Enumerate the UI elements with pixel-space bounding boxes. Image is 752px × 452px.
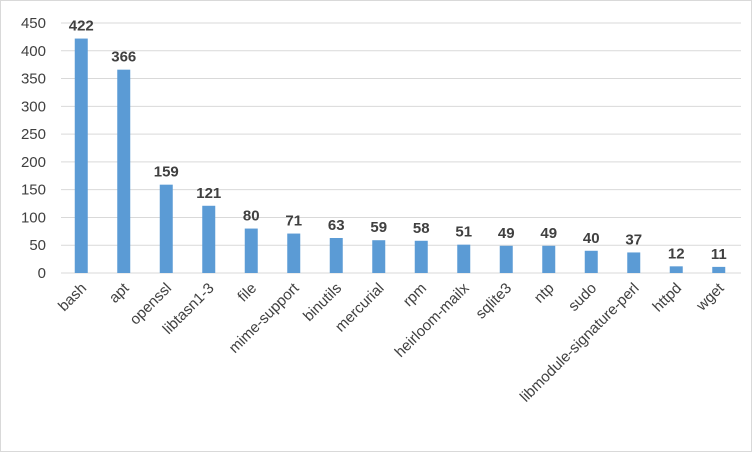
data-label-heirloom-mailx: 51 xyxy=(455,224,472,241)
data-label-wget: 11 xyxy=(711,246,727,263)
data-label-libtasn1-3: 121 xyxy=(196,185,221,202)
x-tick-label-httpd: httpd xyxy=(649,280,685,316)
bar-libtasn1-3 xyxy=(202,205,216,273)
x-tick-label-rpm: rpm xyxy=(400,280,430,310)
data-label-sudo: 40 xyxy=(583,230,600,247)
x-tick-label-heirloom-mailx: heirloom-mailx xyxy=(392,279,473,360)
bar-mime-support xyxy=(287,233,301,273)
bar-apt xyxy=(117,69,131,274)
data-label-openssl: 159 xyxy=(154,164,179,181)
data-label-bash: 422 xyxy=(69,18,94,35)
data-label-sqlite3: 49 xyxy=(498,225,515,242)
x-tick-label-sudo: sudo xyxy=(565,280,600,315)
y-tick-label: 150 xyxy=(21,182,46,199)
bar-file xyxy=(244,228,258,273)
y-tick-label: 100 xyxy=(21,209,46,226)
bar-rpm xyxy=(414,240,428,273)
bar-heirloom-mailx xyxy=(457,244,471,273)
bar-openssl xyxy=(159,184,173,273)
bar-wget xyxy=(712,266,726,273)
y-tick-label: 450 xyxy=(21,15,46,32)
y-tick-label: 300 xyxy=(21,98,46,115)
bar-sqlite3 xyxy=(499,245,513,273)
bar-httpd xyxy=(669,266,683,273)
x-tick-label-file: file xyxy=(234,280,260,306)
x-tick-label-bash: bash xyxy=(55,280,90,315)
data-label-mercurial: 59 xyxy=(370,219,387,236)
y-tick-label: 50 xyxy=(29,237,46,254)
x-tick-label-apt: apt xyxy=(106,279,133,306)
bar-sudo xyxy=(584,250,598,273)
data-label-ntp: 49 xyxy=(540,225,557,242)
bar-mercurial xyxy=(372,240,386,273)
x-tick-label-sqlite3: sqlite3 xyxy=(472,280,515,323)
data-label-binutils: 63 xyxy=(328,217,345,234)
data-label-httpd: 12 xyxy=(668,245,685,262)
y-tick-label: 250 xyxy=(21,126,46,143)
bar-libmodule-signature-perl xyxy=(627,252,641,273)
data-label-rpm: 58 xyxy=(413,220,430,237)
x-tick-label-wget: wget xyxy=(692,279,728,315)
data-labels: 422 366 159 121 80 71 63 59 58 51 49 49 40 37 12 11 xyxy=(69,18,727,263)
data-label-file: 80 xyxy=(243,208,260,225)
data-label-apt: 366 xyxy=(111,49,136,66)
bar-bash xyxy=(74,38,88,273)
y-tick-label: 350 xyxy=(21,71,46,88)
y-tick-label: 400 xyxy=(21,43,46,60)
data-label-mime-support: 71 xyxy=(285,213,302,230)
y-tick-label: 200 xyxy=(21,154,46,171)
bar-binutils xyxy=(329,238,343,273)
x-tick-label-ntp: ntp xyxy=(531,280,558,307)
y-tick-label: 0 xyxy=(38,265,46,282)
data-label-libmodule-signature-perl: 37 xyxy=(625,231,642,248)
y-axis-ticks: 0 50 100 150 200 250 300 350 400 450 xyxy=(21,15,46,282)
bar-ntp xyxy=(542,245,556,273)
gridlines xyxy=(61,22,741,274)
bars xyxy=(74,38,726,274)
